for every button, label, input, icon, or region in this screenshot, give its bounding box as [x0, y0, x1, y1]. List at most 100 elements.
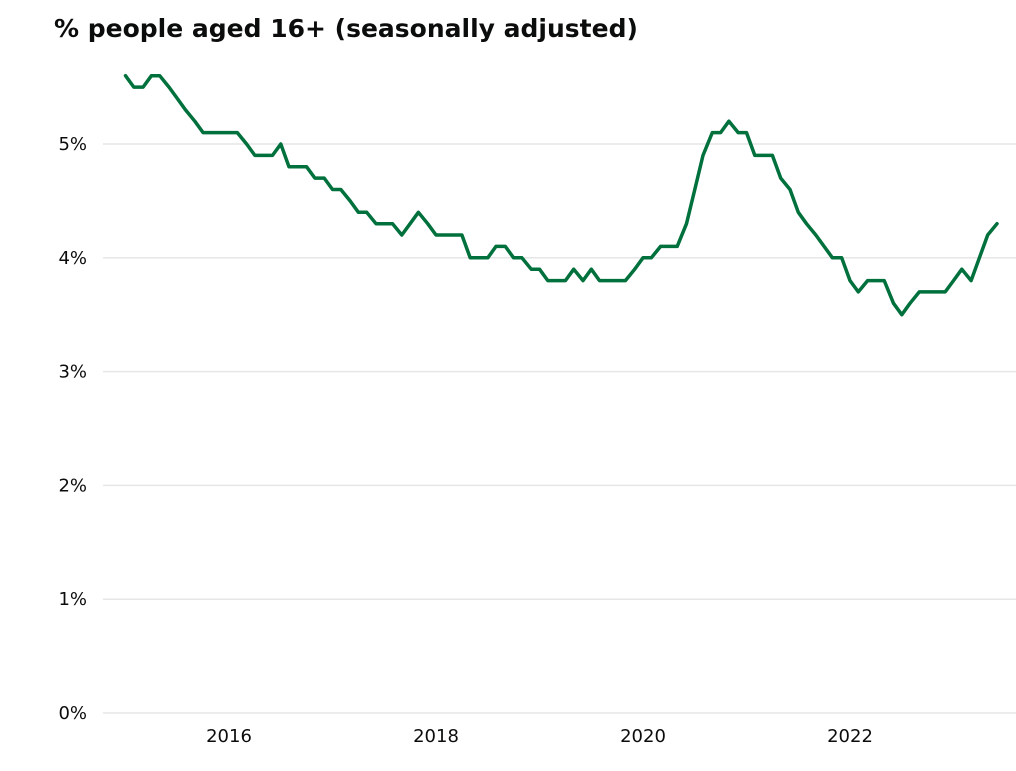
data-point	[934, 290, 937, 293]
data-point	[693, 188, 696, 191]
data-point	[279, 143, 282, 145]
data-point	[564, 279, 567, 282]
data-point	[814, 234, 817, 236]
data-point	[365, 211, 368, 214]
data-point	[986, 234, 989, 236]
data-point	[262, 154, 265, 157]
data-point	[375, 222, 377, 225]
data-point	[202, 131, 205, 134]
data-point	[297, 165, 300, 168]
data-point	[737, 131, 740, 134]
data-point	[771, 154, 774, 157]
data-point	[520, 256, 523, 259]
data-point	[857, 290, 860, 293]
data-point	[219, 131, 222, 134]
data-point	[831, 256, 834, 259]
data-point	[478, 256, 481, 259]
data-point	[168, 86, 170, 89]
data-point	[996, 222, 998, 225]
data-point	[150, 74, 153, 77]
series-line	[123, 73, 999, 317]
data-point	[797, 211, 800, 214]
y-tick-label: 4%	[58, 248, 87, 269]
data-point	[245, 143, 248, 145]
data-point	[538, 268, 541, 271]
data-point	[142, 86, 145, 89]
data-point	[323, 177, 326, 180]
data-point	[840, 256, 843, 259]
data-point	[193, 120, 196, 123]
y-tick-label: 5%	[58, 134, 87, 155]
data-point	[978, 256, 981, 259]
data-point	[512, 256, 515, 259]
data-point	[711, 131, 714, 134]
data-point	[633, 268, 636, 271]
data-point	[313, 177, 316, 180]
y-tick-label: 3%	[58, 362, 87, 383]
data-point	[236, 131, 239, 134]
data-point	[349, 199, 352, 202]
data-point	[745, 131, 748, 134]
data-point	[779, 177, 782, 180]
data-point	[391, 222, 394, 225]
data-point	[719, 131, 722, 134]
y-tick-label: 2%	[58, 475, 87, 496]
data-point	[616, 279, 619, 282]
data-point	[184, 108, 187, 111]
data-point	[909, 302, 911, 305]
data-point	[124, 74, 127, 77]
data-point	[823, 245, 826, 248]
data-point	[883, 279, 886, 282]
data-point	[753, 154, 756, 157]
data-point	[452, 234, 455, 236]
data-point	[339, 188, 342, 191]
data-point	[676, 245, 679, 248]
data-point	[486, 256, 489, 259]
data-point	[892, 302, 895, 305]
data-point	[210, 131, 213, 134]
data-point	[460, 234, 463, 236]
gridlines	[103, 143, 1016, 714]
data-point	[495, 245, 497, 248]
data-point	[685, 222, 688, 225]
y-axis-tick-labels: 0% 1% 2% 3% 4% 5%	[58, 134, 87, 724]
data-point	[546, 279, 549, 282]
data-point	[607, 279, 610, 282]
data-point	[789, 188, 791, 191]
data-point	[357, 211, 360, 214]
data-point	[590, 268, 593, 271]
data-point	[530, 268, 533, 271]
data-point	[176, 97, 179, 100]
x-tick-label: 2022	[827, 726, 873, 747]
data-point	[305, 165, 308, 168]
data-point	[598, 279, 601, 282]
data-point	[288, 165, 290, 168]
data-point	[426, 222, 429, 225]
data-point	[702, 154, 704, 157]
x-tick-label: 2020	[620, 726, 666, 747]
data-point	[417, 211, 420, 214]
data-point	[409, 222, 412, 225]
data-point	[582, 279, 584, 282]
data-point	[918, 290, 921, 293]
data-point	[952, 279, 955, 282]
data-point	[667, 245, 670, 248]
data-point	[650, 256, 653, 259]
x-tick-label: 2016	[206, 726, 252, 747]
data-point	[253, 154, 256, 157]
data-point	[504, 245, 507, 248]
x-tick-label: 2018	[413, 726, 459, 747]
data-point	[642, 256, 644, 259]
series-layer	[123, 73, 999, 317]
data-point	[383, 222, 386, 225]
data-point	[874, 279, 877, 282]
data-point	[900, 313, 903, 316]
data-point	[331, 188, 334, 191]
data-point	[763, 154, 766, 157]
data-point	[271, 154, 274, 157]
data-point	[469, 256, 472, 259]
data-point	[158, 74, 161, 77]
data-point	[443, 234, 446, 236]
data-point	[805, 222, 808, 225]
